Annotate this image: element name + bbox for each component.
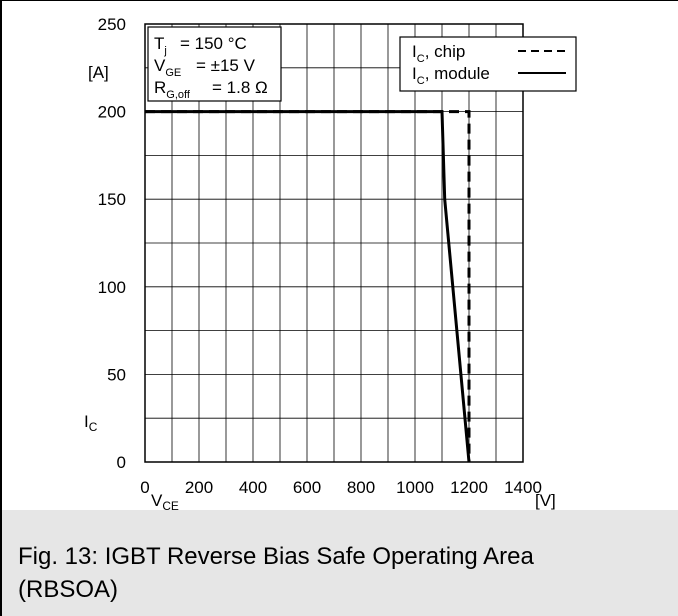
- series-line-chip: [145, 110, 471, 462]
- condition-value: = 1.8 Ω: [212, 78, 268, 97]
- conditions-box: Tj = 150 °C VGE = ±15 V RG,off = 1.8 Ω: [147, 26, 282, 102]
- x-tick-label: 200: [185, 478, 213, 497]
- y-tick-label: 50: [107, 365, 126, 384]
- y-axis-label: IC: [84, 412, 98, 434]
- y-tick-label: 0: [117, 453, 126, 472]
- x-tick-label: 1000: [396, 478, 434, 497]
- legend-frame: [399, 36, 577, 92]
- plot-border: [144, 23, 524, 463]
- condition-line: Tj: [154, 34, 167, 57]
- y-tick-label: 250: [98, 15, 126, 34]
- series-line-module: [145, 110, 471, 463]
- y-tick-label: 200: [98, 103, 126, 122]
- caption-band: [2, 510, 678, 616]
- x-tick-label: 1400: [504, 478, 542, 497]
- y-axis-unit: [A]: [88, 63, 109, 82]
- y-tick-label: 100: [98, 278, 126, 297]
- axis-labels: VCE IC [A] [V]: [84, 63, 556, 510]
- y-tick-labels: 0 50 100 150 200 250: [98, 15, 126, 472]
- y-tick-label: 150: [98, 190, 126, 209]
- x-axis-unit: [V]: [535, 491, 556, 510]
- condition-value: = ±15 V: [196, 56, 256, 75]
- series-lines: [145, 110, 471, 463]
- condition-line: VGE: [154, 56, 181, 79]
- x-tick-label: 800: [347, 478, 375, 497]
- x-tick-labels: 0 200 400 600 800 1000 1200 1400: [140, 478, 542, 497]
- conditions-frame: [147, 26, 282, 102]
- x-tick-label: 0: [140, 478, 149, 497]
- x-axis-label: VCE: [151, 491, 179, 510]
- rbsoa-chart: 0 200 400 600 800 1000 1200 1400 0 50 100 150 200 25…: [84, 15, 577, 510]
- x-tick-label: 1200: [450, 478, 488, 497]
- x-tick-label: 600: [293, 478, 321, 497]
- x-tick-label: 400: [239, 478, 267, 497]
- condition-value: = 150 °C: [180, 34, 247, 53]
- figure-caption: Fig. 13: IGBT Reverse Bias Safe Operatin…: [18, 543, 534, 603]
- condition-line: RG,off: [154, 78, 191, 101]
- legend-label: IC, chip: [412, 42, 465, 65]
- legend-label: IC, module: [412, 64, 490, 87]
